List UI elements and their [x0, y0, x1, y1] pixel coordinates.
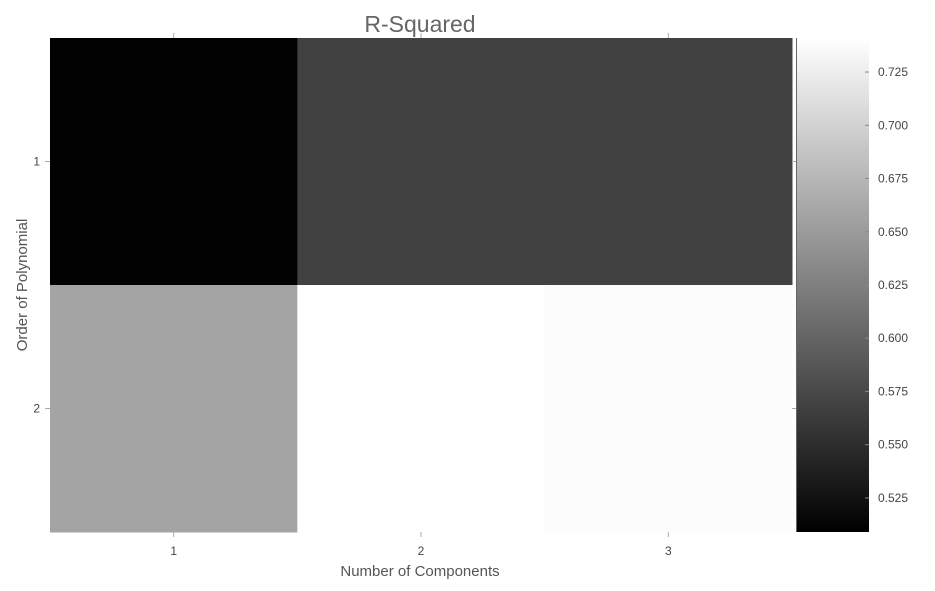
- chart-title: R-Squared: [364, 11, 475, 37]
- heatmap-cell-1-2: [297, 38, 546, 286]
- colorbar-tick-label: 0.725: [878, 65, 908, 79]
- heatmap-cell-1-3: [544, 38, 793, 286]
- heatmap-cells: [50, 38, 793, 533]
- heatmap-cell-2-1: [50, 285, 298, 533]
- x-tick-label: 2: [418, 544, 425, 558]
- colorbar-tick-label: 0.650: [878, 225, 908, 239]
- colorbar-tick-label: 0.675: [878, 172, 908, 186]
- heatmap-cell-2-2: [297, 285, 546, 533]
- x-tick-label: 3: [665, 544, 672, 558]
- colorbar-gradient: [797, 38, 869, 532]
- colorbar-ticks: 0.525 0.550 0.575 0.600 0.625 0.650 0.675 0.700…: [865, 65, 908, 505]
- y-tick-label: 2: [33, 402, 40, 416]
- colorbar-tick-label: 0.550: [878, 438, 908, 452]
- colorbar-tick-label: 0.525: [878, 491, 908, 505]
- x-axis-title: Number of Components: [340, 563, 499, 580]
- x-axis-tick-labels: 1 2 3: [170, 544, 672, 558]
- colorbar: [796, 38, 869, 532]
- x-tick-label: 1: [170, 544, 177, 558]
- y-tick-label: 1: [33, 155, 40, 169]
- colorbar-tick-label: 0.700: [878, 118, 908, 132]
- colorbar-tick-label: 0.625: [878, 278, 908, 292]
- y-axis-tick-labels: 12: [33, 155, 40, 416]
- y-axis-title: Order of Polynomial: [14, 219, 31, 352]
- heatmap-cell-2-3: [544, 285, 793, 533]
- heatmap-cell-1-1: [50, 38, 298, 286]
- colorbar-tick-label: 0.575: [878, 384, 908, 398]
- colorbar-tick-label: 0.600: [878, 331, 908, 345]
